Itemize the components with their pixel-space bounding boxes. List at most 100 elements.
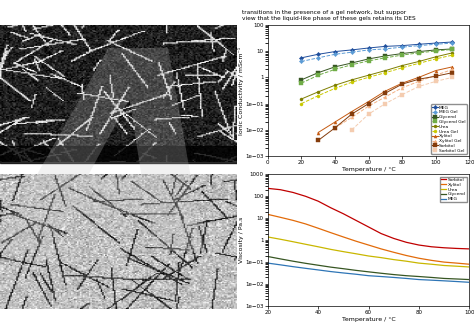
- Glycerol Gel: [383, 56, 388, 60]
- MEG: [315, 52, 321, 56]
- Legend: Sorbitol, Xylitol, Urea, Glycerol, MEG: Sorbitol, Xylitol, Urea, Glycerol, MEG: [440, 177, 467, 202]
- Urea: [383, 69, 388, 73]
- Sorbitol: [278, 188, 283, 192]
- MEG: [416, 42, 422, 46]
- MEG Gel: [416, 44, 422, 48]
- Glycerol: [450, 47, 456, 51]
- Glycerol Gel: [433, 49, 438, 53]
- Sorbitol: [454, 246, 459, 250]
- Urea Gel: [383, 71, 388, 75]
- Urea Gel: [332, 87, 338, 90]
- Xylitol: [391, 250, 397, 254]
- Xylitol: [433, 69, 438, 73]
- Line: MEG: MEG: [268, 263, 469, 282]
- Sorbitol: [303, 194, 309, 198]
- Line: MEG Gel: MEG Gel: [300, 41, 454, 63]
- Line: MEG: MEG: [300, 40, 454, 59]
- Line: Urea Gel: Urea Gel: [300, 54, 454, 105]
- Sorbitol Gel: [349, 128, 355, 132]
- Xylitol: [315, 226, 321, 230]
- Glycerol: [299, 78, 304, 82]
- MEG: [332, 50, 338, 54]
- Glycerol: [399, 52, 405, 56]
- Text: transitions in the presence of a gel network, but suppor
view that the liquid-li: transitions in the presence of a gel net…: [242, 10, 416, 21]
- Sorbitol: [378, 232, 384, 236]
- Glycerol: [303, 261, 309, 265]
- MEG: [416, 278, 422, 282]
- MEG: [278, 263, 283, 267]
- MEG Gel: [433, 42, 438, 46]
- Legend: MEG, MEG Gel, Glycerol, Glycerol Gel, Urea, Urea Gel, Xylitol, Xylitol Gel, Sorb: MEG, MEG Gel, Glycerol, Glycerol Gel, Ur…: [431, 104, 467, 154]
- Urea: [433, 55, 438, 59]
- MEG: [391, 275, 397, 279]
- MEG: [328, 269, 334, 273]
- MEG Gel: [450, 41, 456, 45]
- Urea: [441, 264, 447, 267]
- Urea: [391, 258, 397, 262]
- Glycerol: [365, 57, 371, 61]
- MEG: [378, 275, 384, 279]
- MEG: [365, 274, 371, 278]
- Xylitol: [428, 258, 434, 262]
- Urea: [353, 252, 359, 256]
- Sorbitol: [290, 190, 296, 194]
- Sorbitol Gel: [433, 79, 438, 83]
- Xylitol: [332, 120, 338, 124]
- Sorbitol: [416, 243, 422, 247]
- Xylitol: [441, 260, 447, 264]
- Xylitol: [383, 89, 388, 93]
- MEG: [454, 280, 459, 284]
- Xylitol: [303, 222, 309, 226]
- Xylitol: [328, 231, 334, 235]
- MEG: [450, 40, 456, 44]
- Glycerol: [378, 271, 384, 275]
- Sorbitol: [332, 126, 338, 130]
- Urea: [315, 245, 321, 249]
- Glycerol: [340, 267, 346, 271]
- MEG Gel: [332, 52, 338, 56]
- Sorbitol: [403, 240, 409, 244]
- Urea Gel: [349, 80, 355, 84]
- Sorbitol: [391, 237, 397, 240]
- Xylitol: [416, 256, 422, 260]
- Sorbitol: [441, 246, 447, 250]
- Line: Sorbitol: Sorbitol: [317, 71, 454, 142]
- Xylitol Gel: [433, 73, 438, 77]
- Xylitol Gel: [399, 86, 405, 90]
- MEG Gel: [399, 45, 405, 49]
- Sorbitol Gel: [450, 75, 456, 79]
- Urea: [328, 247, 334, 251]
- Line: Sorbitol: Sorbitol: [268, 189, 469, 249]
- Urea Gel: [399, 66, 405, 70]
- MEG: [315, 268, 321, 272]
- Xylitol Gel: [349, 115, 355, 119]
- Urea: [315, 90, 321, 94]
- Glycerol: [383, 54, 388, 58]
- Line: Glycerol: Glycerol: [300, 47, 454, 81]
- Sorbitol: [383, 91, 388, 95]
- Sorbitol: [315, 199, 321, 203]
- Sorbitol Gel: [365, 112, 371, 116]
- Glycerol Gel: [332, 67, 338, 71]
- Xylitol: [365, 100, 371, 104]
- MEG: [365, 46, 371, 50]
- X-axis label: Temperature / °C: Temperature / °C: [342, 316, 395, 321]
- Line: Urea: Urea: [300, 51, 454, 101]
- MEG Gel: [365, 48, 371, 52]
- Glycerol Gel: [365, 59, 371, 63]
- Urea: [416, 261, 422, 265]
- Urea Gel: [365, 75, 371, 79]
- Xylitol: [290, 218, 296, 222]
- MEG: [303, 266, 309, 270]
- Glycerol Gel: [299, 81, 304, 85]
- Xylitol: [416, 75, 422, 79]
- Urea: [450, 51, 456, 55]
- Xylitol: [340, 235, 346, 239]
- Urea: [399, 63, 405, 67]
- Xylitol Gel: [450, 67, 456, 71]
- Urea: [349, 78, 355, 82]
- Line: Urea: Urea: [268, 237, 469, 267]
- Urea Gel: [416, 61, 422, 65]
- Urea: [290, 240, 296, 244]
- Urea Gel: [450, 53, 456, 57]
